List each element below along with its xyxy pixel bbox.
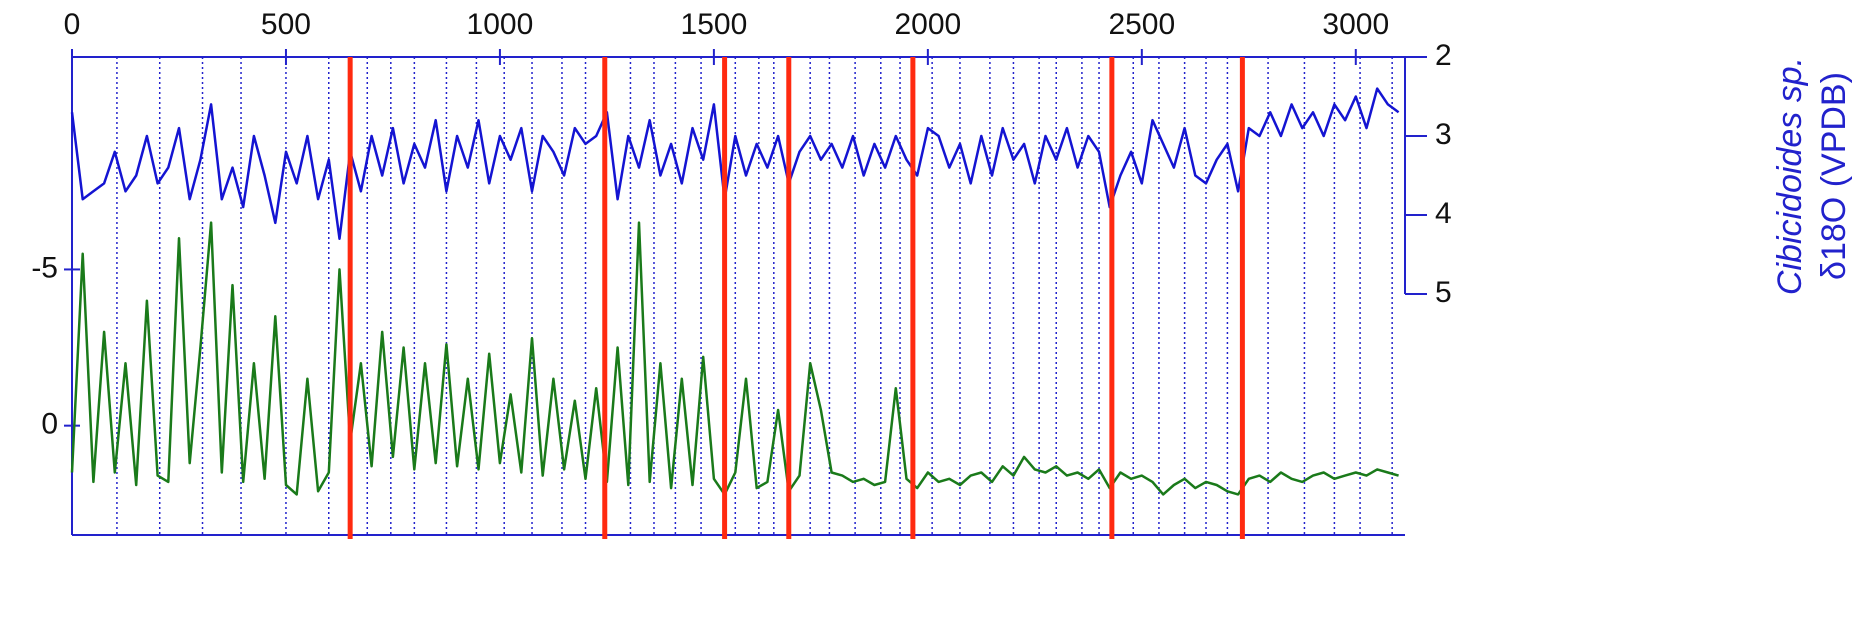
series-line [70, 87, 1400, 240]
y2-tick-label: 3 [1435, 118, 1452, 151]
y-tick-label: -5 [31, 251, 58, 284]
x-tick-label: 0 [64, 8, 81, 41]
y2-tick-label: 2 [1435, 39, 1452, 72]
x-tick-label: 500 [261, 8, 311, 41]
y-tick-label: 0 [41, 408, 58, 441]
y2-axis-title: Cibicidoides sp. [1771, 57, 1809, 295]
x-tick-label: 2500 [1108, 8, 1175, 41]
x-tick-label: 1500 [681, 8, 748, 41]
x-tick-label: 1000 [467, 8, 534, 41]
series-line [70, 221, 1399, 496]
y2-axis-title: δ18O (VPDB) [1815, 72, 1853, 280]
y2-tick-label: 4 [1435, 197, 1452, 230]
y2-tick-label: 5 [1435, 276, 1452, 309]
x-tick-label: 3000 [1322, 8, 1389, 41]
x-tick-label: 2000 [894, 8, 961, 41]
